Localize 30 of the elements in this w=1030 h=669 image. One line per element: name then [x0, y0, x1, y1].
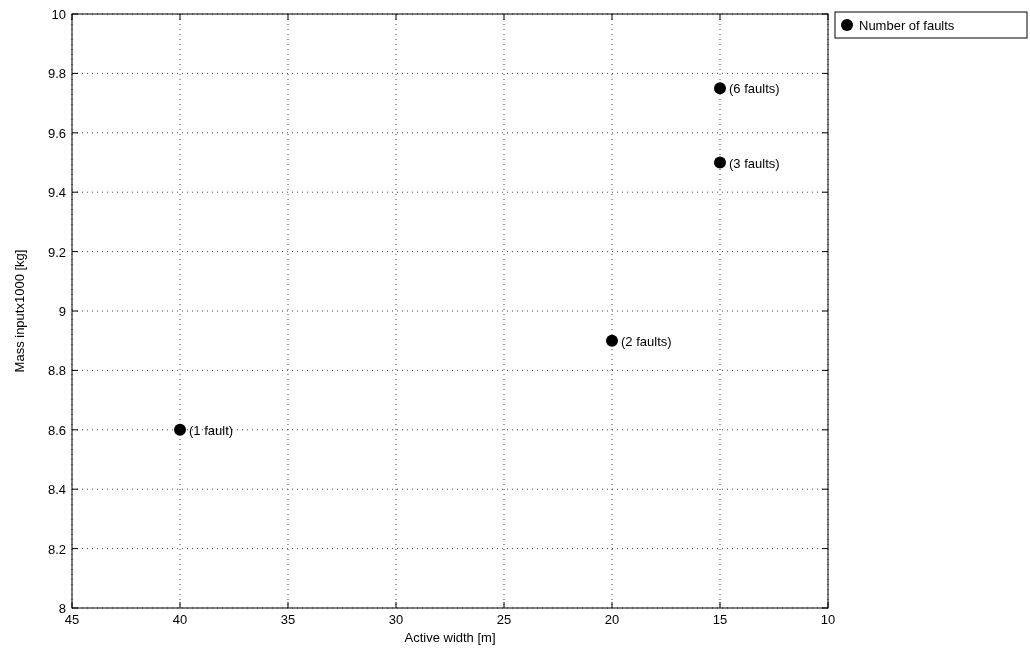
y-tick-label: 8.2: [47, 541, 66, 557]
x-tick-label: 25: [496, 612, 512, 627]
x-tick-label: 45: [64, 612, 80, 627]
y-tick-label: 9: [58, 304, 66, 319]
point: [714, 156, 726, 169]
y-tick-label: 9.4: [47, 185, 66, 201]
annotation: (1 fault): [189, 422, 234, 438]
point: [714, 82, 726, 95]
y-tick-label: 10: [51, 7, 66, 22]
x-tick-label: 20: [604, 612, 620, 627]
x-axis-title: Active width [m]: [404, 630, 496, 645]
annotation: (2 faults): [621, 333, 672, 349]
y-axis-title: Mass inputx1000 [kg]: [12, 249, 27, 373]
y-tick-label: 8.8: [47, 363, 66, 379]
y-tick-label: 9.8: [47, 66, 66, 82]
annotation: (3 faults): [729, 155, 780, 171]
x-tick-label: 35: [280, 612, 296, 627]
y-tick-label: 9.2: [47, 244, 66, 260]
x-tick-label: 10: [820, 612, 836, 627]
point: [174, 423, 186, 436]
legend-label: Number of faults: [859, 18, 955, 33]
point: [606, 334, 618, 347]
x-tick-label: 15: [712, 612, 728, 627]
x-tick-label: 30: [388, 612, 404, 627]
y-tick-label: 8.4: [47, 482, 66, 498]
x-tick-label: 40: [172, 612, 188, 627]
annotation: (6 faults): [729, 81, 780, 97]
y-tick-label: 8: [58, 601, 66, 616]
y-tick-label: 9.6: [47, 125, 66, 141]
y-tick-label: 8.6: [47, 422, 66, 438]
